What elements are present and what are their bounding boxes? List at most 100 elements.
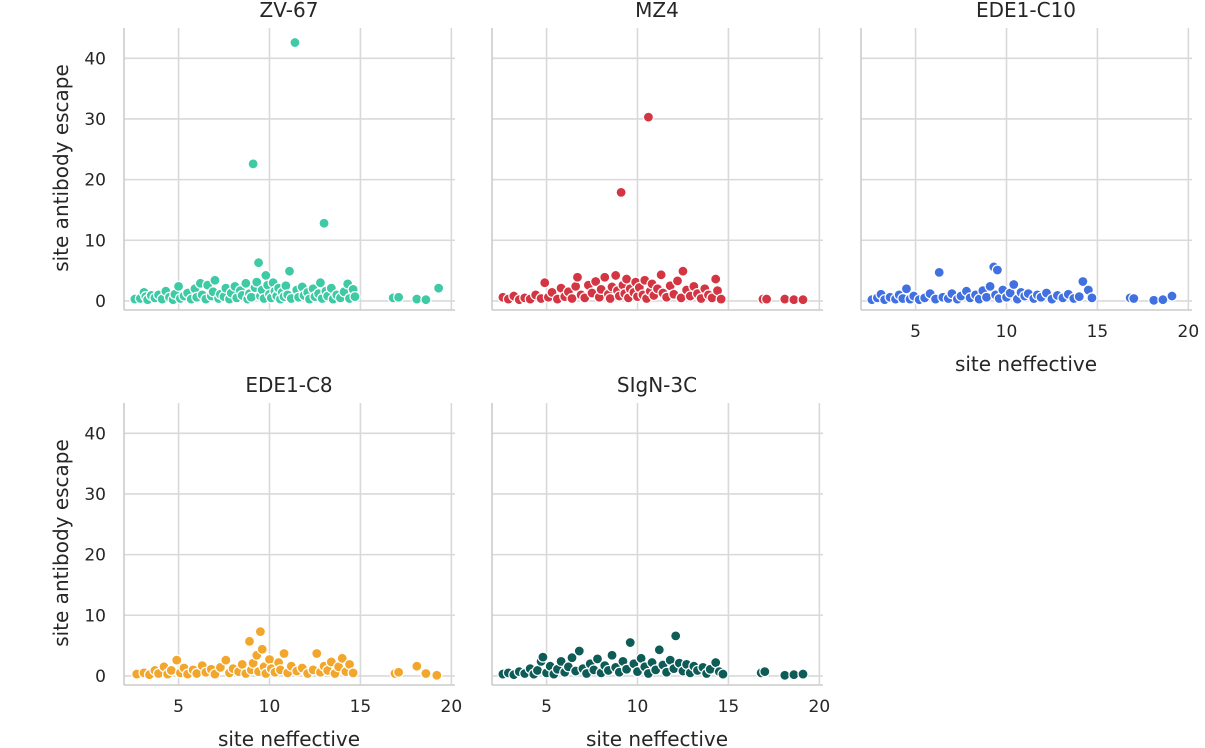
data-point xyxy=(779,669,791,681)
data-point xyxy=(220,654,232,666)
data-point xyxy=(171,654,183,666)
data-points xyxy=(129,36,445,306)
panel-title: ZV-67 xyxy=(260,0,319,22)
grid xyxy=(492,28,823,310)
data-point xyxy=(715,293,727,305)
data-point xyxy=(243,635,256,647)
y-tick-label: 30 xyxy=(84,485,106,505)
data-point xyxy=(411,293,423,305)
panel-title: EDE1-C8 xyxy=(245,373,332,397)
y-tick-label: 0 xyxy=(95,667,106,687)
data-point xyxy=(653,644,665,656)
data-point xyxy=(1077,275,1089,288)
data-point xyxy=(984,280,996,292)
data-points xyxy=(497,630,809,681)
data-point xyxy=(710,273,722,285)
data-point xyxy=(411,660,423,672)
data-point xyxy=(797,294,809,306)
x-tick-label: 20 xyxy=(441,697,463,717)
data-point xyxy=(571,271,584,283)
data-point xyxy=(1166,290,1178,302)
data-point xyxy=(677,265,689,277)
data-point xyxy=(555,655,567,667)
data-point xyxy=(624,636,636,649)
y-axis-label: site antibody escape xyxy=(49,64,73,272)
data-point xyxy=(599,271,611,283)
data-point xyxy=(209,274,221,286)
data-point xyxy=(717,668,729,680)
y-tick-label: 10 xyxy=(84,606,106,626)
x-axis-label: site neffective xyxy=(586,727,728,748)
data-point xyxy=(620,663,633,675)
data-point xyxy=(573,645,585,657)
data-point xyxy=(1073,291,1085,303)
x-axis-label: site neffective xyxy=(218,727,360,748)
y-tick-label: 40 xyxy=(84,424,106,444)
data-point xyxy=(655,269,667,281)
data-point xyxy=(263,653,276,666)
data-point xyxy=(604,292,616,305)
data-point xyxy=(393,291,405,303)
y-tick-label: 30 xyxy=(84,110,106,130)
x-tick-label: 15 xyxy=(718,697,740,717)
data-point xyxy=(251,276,263,288)
x-tick-label: 10 xyxy=(259,697,281,717)
y-tick-label: 20 xyxy=(84,546,106,566)
y-tick-label: 40 xyxy=(84,49,106,69)
data-point xyxy=(1008,278,1020,291)
data-point xyxy=(610,269,622,282)
data-points xyxy=(131,626,443,681)
data-point xyxy=(347,667,359,679)
data-point xyxy=(420,294,432,306)
x-axis-label: site neffective xyxy=(955,352,1097,376)
grid xyxy=(861,28,1192,310)
data-point xyxy=(314,277,327,289)
data-point xyxy=(254,626,267,638)
data-point xyxy=(283,265,296,277)
data-point xyxy=(256,643,268,655)
data-point xyxy=(991,264,1004,276)
data-point xyxy=(590,275,602,288)
data-point xyxy=(642,111,655,123)
panel-sign-3c: SIgN-3C site neffective 5 10 15 20 xyxy=(491,373,830,748)
data-point xyxy=(779,293,791,305)
data-point xyxy=(1148,294,1160,306)
data-point xyxy=(537,651,549,663)
data-point xyxy=(606,649,618,661)
data-point xyxy=(671,275,684,287)
data-point xyxy=(1128,292,1140,305)
data-point xyxy=(933,266,945,278)
data-point xyxy=(336,652,348,664)
data-point xyxy=(280,280,292,292)
data-point xyxy=(591,653,604,665)
x-tick-label: 15 xyxy=(1087,322,1109,342)
data-point xyxy=(759,666,771,678)
x-tick-label: 15 xyxy=(350,697,372,717)
data-point xyxy=(431,669,443,681)
data-point xyxy=(900,283,913,295)
y-axis-label: site antibody escape xyxy=(49,439,73,647)
x-tick-label: 10 xyxy=(996,322,1018,342)
x-tick-label: 10 xyxy=(627,697,649,717)
data-point xyxy=(433,282,445,294)
data-points xyxy=(497,111,809,306)
y-tick-label: 0 xyxy=(95,292,106,312)
data-point xyxy=(670,630,682,642)
data-point xyxy=(214,661,226,674)
data-point xyxy=(245,291,257,303)
data-point xyxy=(247,158,259,170)
x-tick-label: 5 xyxy=(173,697,184,717)
y-tick-label: 20 xyxy=(84,171,106,191)
data-point xyxy=(252,257,265,269)
y-tick-label: 10 xyxy=(84,231,106,251)
panel-zv-67: ZV-67 site antibody escape 0 10 20 30 40 xyxy=(49,0,455,312)
data-point xyxy=(539,277,551,289)
data-point xyxy=(311,647,323,660)
grid xyxy=(492,403,823,685)
data-point xyxy=(318,217,330,229)
data-point xyxy=(393,666,405,678)
panel-ede1-c10: EDE1-C10 site neffective 5 10 15 20 xyxy=(860,0,1199,376)
data-point xyxy=(240,277,252,289)
x-tick-label: 5 xyxy=(541,697,552,717)
